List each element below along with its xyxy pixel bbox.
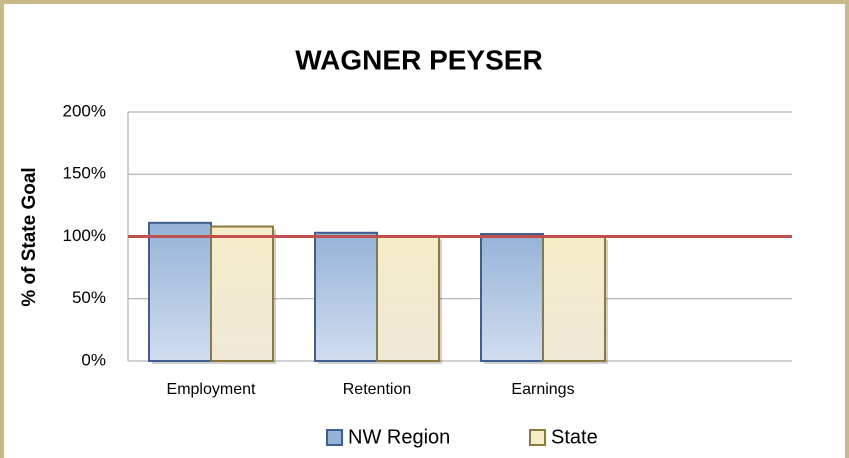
y-tick-label: 150% (63, 164, 106, 183)
chart-title: WAGNER PEYSER (295, 44, 542, 75)
x-tick-label: Employment (167, 381, 256, 398)
y-axis-label: % of State Goal (19, 167, 40, 306)
y-tick-label: 0% (81, 350, 106, 369)
y-tick-label: 100% (63, 226, 106, 245)
legend-swatch (326, 429, 343, 446)
y-tick-label: 200% (63, 101, 106, 120)
bar (314, 231, 378, 362)
legend-swatch (529, 429, 546, 446)
bar (480, 233, 544, 362)
chart-area (4, 4, 845, 458)
bar (542, 235, 606, 362)
x-tick-label: Earnings (511, 381, 574, 398)
legend-label: NW Region (348, 426, 450, 448)
y-tick-label: 50% (72, 288, 106, 307)
bar (376, 235, 440, 362)
legend-label: State (551, 426, 598, 448)
bar (148, 221, 212, 362)
x-tick-label: Retention (343, 381, 412, 398)
bar (210, 225, 274, 362)
